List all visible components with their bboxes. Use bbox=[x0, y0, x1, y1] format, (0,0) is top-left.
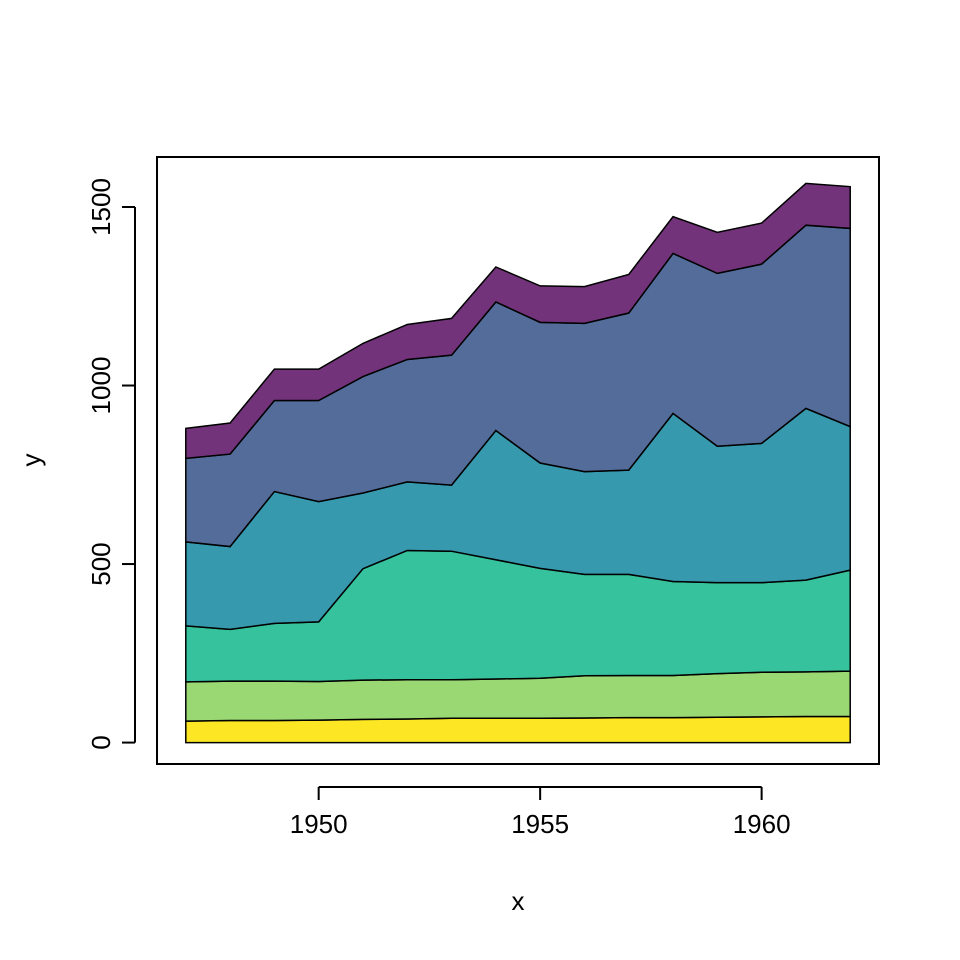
y-tick-label-0: 0 bbox=[86, 735, 116, 749]
x-axis: 1950 1955 1960 bbox=[290, 786, 791, 839]
y-axis-title: y bbox=[16, 454, 46, 467]
x-tick-label-1955: 1955 bbox=[511, 809, 569, 839]
x-axis-title: x bbox=[512, 886, 525, 916]
x-tick-label-1950: 1950 bbox=[290, 809, 348, 839]
y-tick-label-1500: 1500 bbox=[86, 178, 116, 236]
plot-frame bbox=[156, 156, 880, 765]
series-areas bbox=[185, 182, 851, 744]
y-tick-label-1000: 1000 bbox=[86, 357, 116, 415]
y-axis: 0 500 1000 1500 bbox=[86, 178, 136, 750]
series-area-6 bbox=[185, 182, 851, 460]
x-tick-label-1960: 1960 bbox=[733, 809, 791, 839]
y-tick-label-500: 500 bbox=[86, 542, 116, 585]
